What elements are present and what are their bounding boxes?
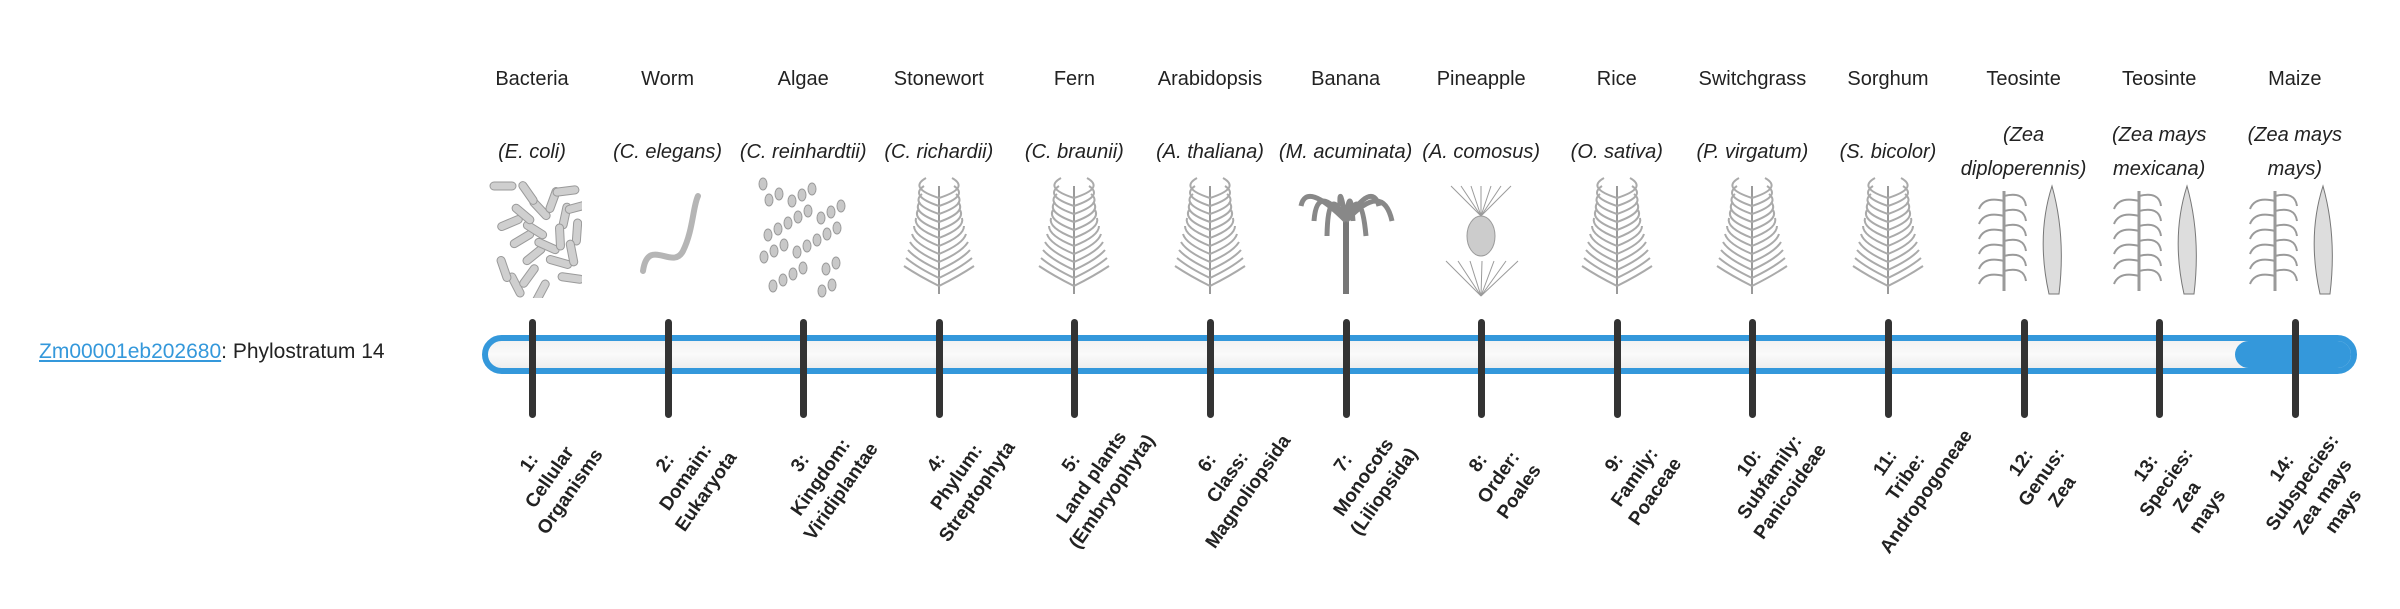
scientific-name-text: (S. bicolor) bbox=[1839, 141, 1937, 163]
bacteria-icon bbox=[482, 176, 592, 305]
sorghum-icon bbox=[1838, 176, 1938, 298]
gene-label: Zm00001eb202680: Phylostratum 14 bbox=[39, 340, 385, 364]
scientific-name-text: (M. acuminata) bbox=[1278, 141, 1413, 163]
stratum-tick bbox=[1071, 319, 1079, 418]
stratum-tick bbox=[800, 319, 808, 418]
stratum-tick bbox=[1342, 319, 1350, 418]
phylostratum-text: : Phylostratum 14 bbox=[221, 340, 385, 363]
scientific-name-text: (A. comosus) bbox=[1422, 141, 1541, 163]
organism-scientific-name: (Zea diploperennis) bbox=[1950, 118, 2098, 186]
organism-common-name: Banana bbox=[1311, 68, 1381, 90]
algae-icon bbox=[753, 176, 853, 298]
scientific-name-text: (A. thaliana) bbox=[1156, 141, 1264, 163]
organism-common-name: Stonewort bbox=[893, 68, 984, 90]
stratum-tick bbox=[529, 319, 536, 418]
organism-scientific-name: (S. bicolor) bbox=[1814, 118, 1962, 186]
organism-scientific-name: (C. reinhardtii) bbox=[729, 118, 877, 186]
stratum-tick bbox=[664, 319, 672, 418]
organism-scientific-name: (A. thaliana) bbox=[1136, 118, 1284, 186]
scientific-name-text: (Zea mays mays) bbox=[2247, 124, 2343, 180]
pineapple-icon bbox=[1431, 176, 1531, 298]
stratum-tick bbox=[2156, 319, 2164, 418]
scientific-name-text: (C. reinhardtii) bbox=[739, 141, 867, 163]
scientific-name-text: (P. virgatum) bbox=[1696, 141, 1809, 163]
teosinte-mexicana-icon bbox=[2109, 176, 2209, 298]
scientific-name-text: (E. coli) bbox=[498, 141, 566, 163]
scientific-name-text: (Zea mays mexicana) bbox=[2111, 124, 2207, 180]
organism-scientific-name: (P. virgatum) bbox=[1678, 118, 1826, 186]
scientific-name-text: (C. richardii) bbox=[884, 141, 994, 163]
organism-scientific-name: (Zea mays mays) bbox=[2221, 118, 2369, 186]
organism-common-name: Fern bbox=[1053, 68, 1095, 90]
organism-scientific-name: (A. comosus) bbox=[1407, 118, 1555, 186]
arabidopsis-icon bbox=[1160, 176, 1260, 298]
worm-icon bbox=[618, 176, 718, 298]
organism-common-name: Sorghum bbox=[1847, 68, 1929, 90]
rice-icon bbox=[1567, 176, 1667, 298]
organism-scientific-name: (Zea mays mexicana) bbox=[2085, 118, 2233, 186]
phylostratum-bar bbox=[482, 335, 2357, 374]
scientific-name-text: (C. elegans) bbox=[613, 141, 723, 163]
organism-scientific-name: (C. richardii) bbox=[865, 118, 1013, 186]
stratum-tick bbox=[2020, 319, 2028, 418]
organism-scientific-name: (C. braunii) bbox=[1000, 118, 1148, 186]
stratum-tick bbox=[1478, 319, 1486, 418]
stratum-tick bbox=[1207, 319, 1214, 418]
organism-common-name: Algae bbox=[777, 68, 829, 90]
organism-common-name: Teosinte bbox=[2121, 68, 2197, 90]
organism-common-name: Maize bbox=[2268, 68, 2322, 90]
stratum-tick bbox=[1885, 319, 1892, 418]
stratum-tick bbox=[2291, 319, 2299, 418]
organism-scientific-name: (O. sativa) bbox=[1543, 118, 1691, 186]
scientific-name-text: (Zea diploperennis) bbox=[1960, 124, 2087, 180]
organism-common-name: Arabidopsis bbox=[1157, 68, 1263, 90]
stratum-tick bbox=[935, 319, 943, 418]
scientific-name-text: (O. sativa) bbox=[1570, 141, 1663, 163]
stonewort-icon bbox=[889, 176, 989, 298]
organism-scientific-name: (C. elegans) bbox=[594, 118, 742, 186]
maize-icon bbox=[2245, 176, 2345, 298]
scientific-name-text: (C. braunii) bbox=[1024, 141, 1124, 163]
organism-common-name: Pineapple bbox=[1436, 68, 1526, 90]
stratum-tick bbox=[1613, 319, 1621, 418]
organism-scientific-name: (M. acuminata) bbox=[1272, 118, 1420, 186]
organism-scientific-name: (E. coli) bbox=[458, 118, 606, 186]
teosinte-icon bbox=[1974, 176, 2074, 298]
organism-common-name: Teosinte bbox=[1986, 68, 2061, 90]
switchgrass-icon bbox=[1702, 176, 1802, 298]
organism-common-name: Rice bbox=[1596, 68, 1637, 90]
banana-icon bbox=[1296, 176, 1396, 298]
fern-icon bbox=[1024, 176, 1124, 298]
organism-common-name: Bacteria bbox=[495, 68, 569, 90]
stratum-tick bbox=[1749, 319, 1757, 418]
organism-common-name: Switchgrass bbox=[1698, 68, 1807, 90]
organism-common-name: Worm bbox=[641, 68, 695, 90]
gene-link[interactable]: Zm00001eb202680 bbox=[39, 340, 222, 363]
